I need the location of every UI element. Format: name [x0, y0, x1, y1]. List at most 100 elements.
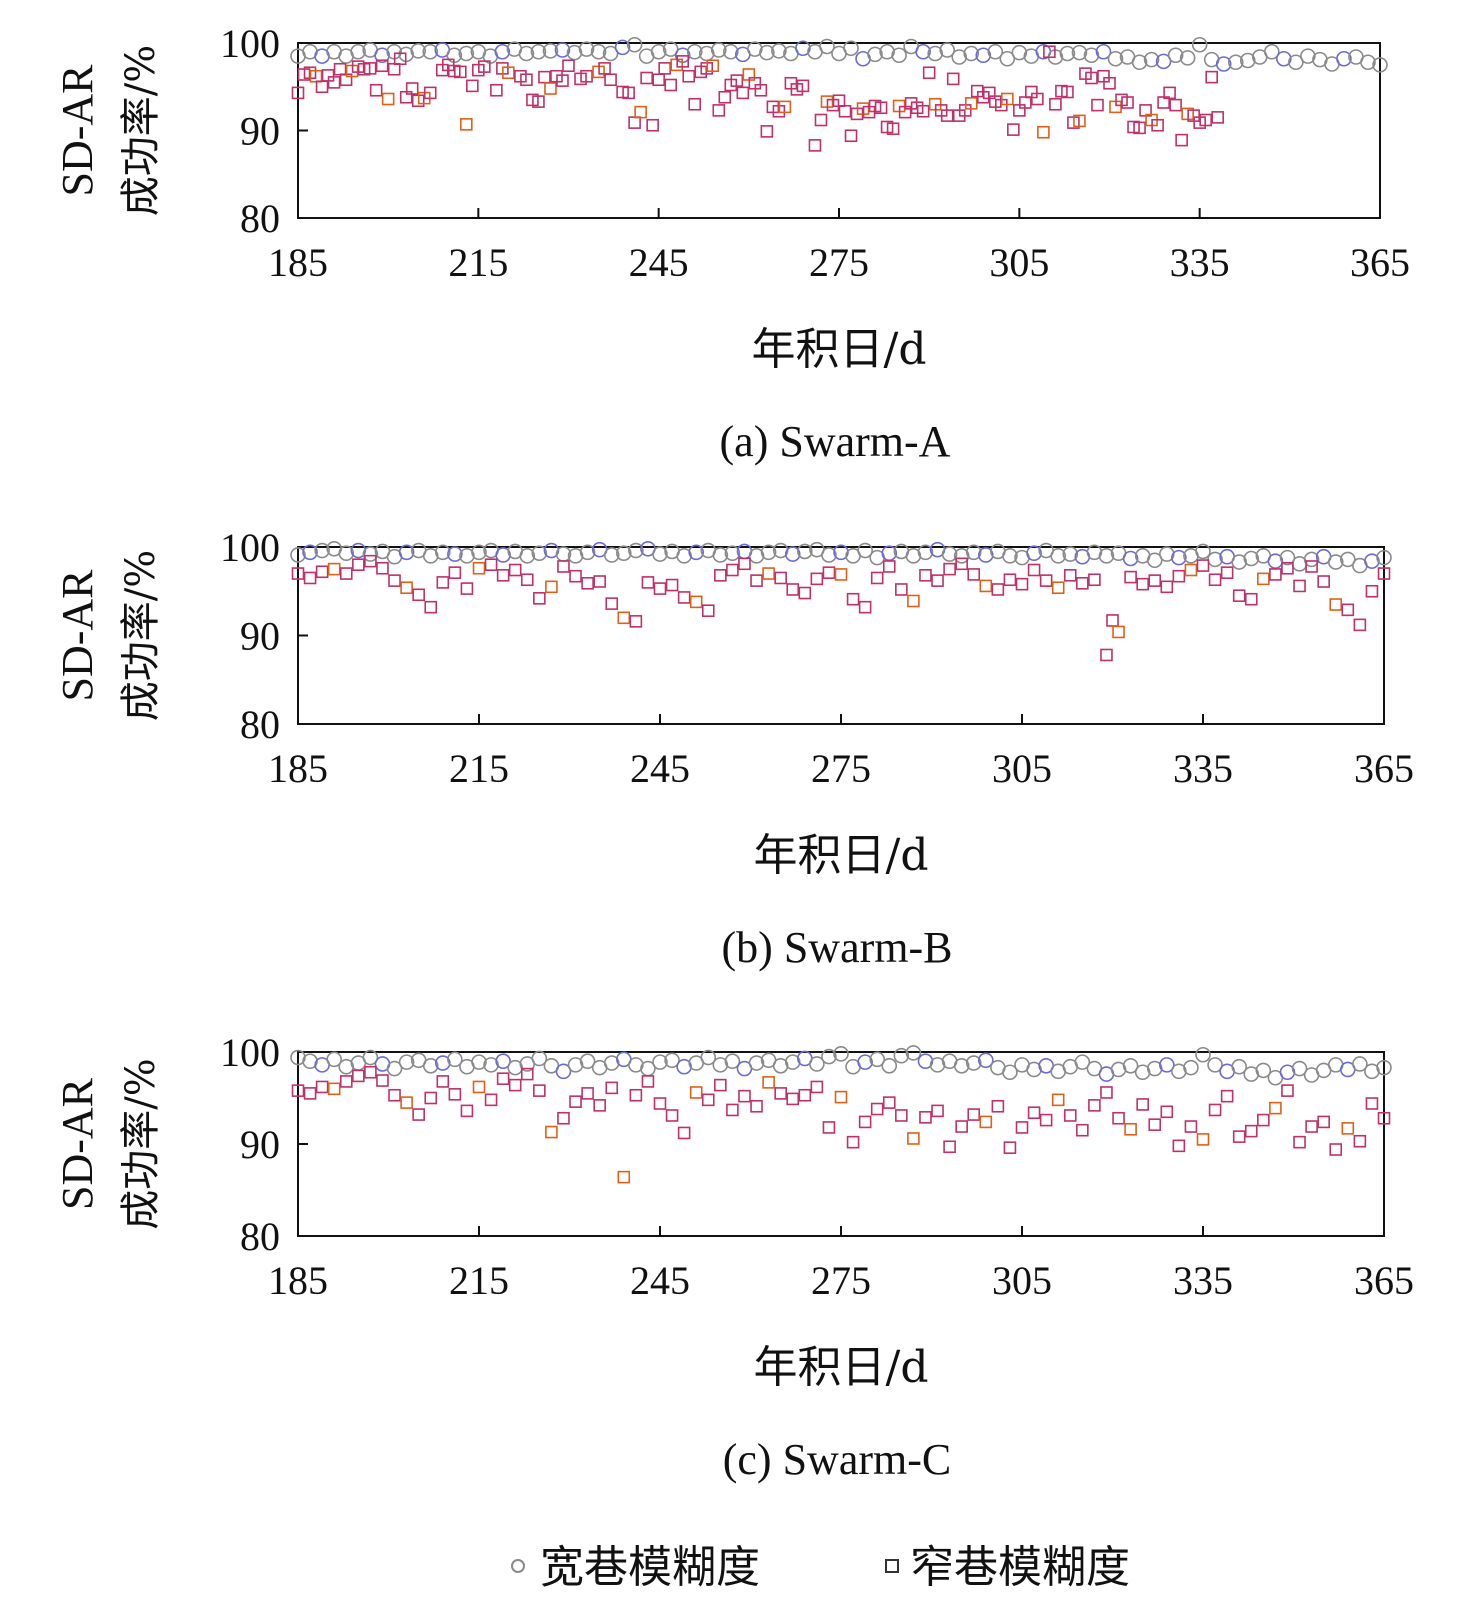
narrow-lane-point: [617, 611, 631, 625]
wide-lane-point: [1074, 1054, 1091, 1070]
wide-lane-point: [1352, 1056, 1368, 1072]
narrow-lane-point: [798, 1088, 812, 1102]
narrow-lane-point: [1208, 1103, 1222, 1117]
series-narrow-lane: [291, 1065, 1391, 1184]
wide-lane-point: [1122, 1058, 1139, 1074]
wide-lane-point: [664, 1052, 680, 1069]
narrow-lane-point: [622, 86, 635, 100]
wide-lane-point: [338, 545, 355, 561]
narrow-lane-point: [423, 86, 437, 100]
wide-lane-point: [722, 43, 739, 60]
y-axis-label-line2: 成功率/%: [118, 550, 164, 721]
narrow-lane-point: [1184, 1120, 1198, 1133]
narrow-lane-point: [388, 574, 401, 587]
narrow-lane-point: [581, 576, 594, 590]
narrow-lane-point: [706, 59, 720, 73]
narrow-lane-point: [400, 1096, 413, 1109]
narrow-lane-point: [387, 62, 401, 76]
narrow-lane-point: [1112, 1111, 1125, 1125]
narrow-lane-point: [940, 109, 954, 122]
narrow-lane-point: [303, 571, 317, 585]
wide-lane-point: [434, 544, 451, 561]
y-axis-label-line1: SD-AR: [53, 1077, 102, 1210]
narrow-lane-point: [1365, 584, 1379, 598]
x-axis-label: 年积日/d: [754, 1342, 929, 1393]
panel-caption: (c) Swarm-C: [723, 1435, 952, 1484]
narrow-lane-point: [1232, 1130, 1246, 1143]
narrow-lane-point: [1377, 567, 1391, 580]
narrow-lane-point: [1106, 614, 1119, 627]
narrow-lane-point: [460, 1104, 474, 1118]
narrow-lane-point: [1049, 97, 1062, 111]
narrow-lane-point: [436, 576, 450, 589]
narrow-lane-point: [1341, 1122, 1355, 1135]
wide-lane-point: [915, 43, 931, 60]
wide-lane-point: [410, 43, 427, 59]
narrow-lane-point: [1244, 592, 1258, 606]
narrow-lane-point: [593, 1099, 606, 1112]
y-axis-label-line1: SD-AR: [53, 569, 102, 702]
narrow-lane-point: [569, 569, 582, 583]
narrow-lane-point: [1027, 1106, 1041, 1120]
wide-lane-point: [662, 41, 679, 57]
x-tick-label: 335: [1170, 240, 1230, 285]
panels: 185 215 245 275 305 335 365 80 90 100 SD-AR 成功率/% 年积…: [53, 21, 1414, 1484]
legend-label-wide: 宽巷模糊度: [540, 1542, 760, 1593]
x-tick-label: 185: [268, 1258, 328, 1303]
narrow-lane-point: [1091, 98, 1104, 112]
wide-lane-point: [628, 542, 644, 559]
x-axis-label: 年积日/d: [752, 324, 927, 375]
wide-lane-point: [459, 548, 475, 564]
narrow-lane-point: [665, 1109, 679, 1122]
narrow-lane-point: [822, 1121, 836, 1134]
narrow-lane-point: [652, 73, 665, 87]
narrow-lane-point: [545, 1125, 558, 1139]
narrow-lane-point: [532, 95, 545, 108]
narrow-lane-point: [1136, 577, 1149, 591]
series-narrow-lane: [291, 45, 1224, 152]
series-narrow-lane: [291, 554, 1391, 662]
wide-lane-point: [821, 547, 837, 563]
narrow-lane-point: [1063, 569, 1077, 582]
series-wide-lane: [290, 1045, 1392, 1086]
narrow-lane-point: [605, 1081, 619, 1095]
narrow-lane-point: [460, 118, 473, 131]
narrow-lane-point: [808, 139, 822, 152]
narrow-lane-point: [388, 1088, 401, 1102]
narrow-lane-point: [1088, 573, 1101, 587]
narrow-lane-point: [778, 100, 792, 114]
narrow-lane-point: [1100, 1086, 1113, 1099]
legend: 宽巷模糊度 窄巷模糊度: [511, 1542, 1130, 1593]
narrow-lane-point: [1199, 113, 1212, 127]
narrow-lane-point: [895, 583, 908, 596]
wide-lane-point: [555, 1063, 572, 1080]
narrow-lane-point: [472, 1080, 486, 1094]
narrow-lane-point: [814, 113, 828, 127]
narrow-lane-point: [714, 1078, 727, 1092]
wide-lane-point: [724, 545, 741, 561]
narrow-lane-point: [1293, 579, 1306, 593]
wide-lane-point: [843, 40, 859, 57]
narrow-lane-point: [569, 1095, 582, 1108]
narrow-lane-point: [1100, 648, 1113, 662]
wide-lane-point: [518, 45, 535, 62]
x-tick-label: 185: [268, 746, 328, 791]
narrow-lane-point: [478, 60, 491, 73]
wide-lane-point: [1062, 546, 1079, 562]
narrow-lane-point: [991, 1099, 1005, 1113]
narrow-lane-point: [1184, 563, 1198, 577]
wide-lane-point: [1303, 551, 1320, 568]
narrow-lane-point: [870, 1102, 884, 1116]
wide-lane-point: [447, 546, 463, 562]
narrow-lane-point: [858, 1115, 872, 1129]
narrow-lane-point: [979, 1115, 993, 1129]
wide-lane-point: [772, 542, 789, 559]
narrow-lane-point: [484, 558, 498, 572]
narrow-lane-point: [1073, 114, 1086, 128]
wide-lane-point: [422, 1058, 439, 1074]
narrow-lane-point: [364, 554, 377, 568]
wide-lane-point: [1011, 44, 1028, 61]
narrow-lane-point: [303, 1087, 317, 1100]
narrow-lane-point: [339, 1075, 353, 1088]
narrow-lane-point: [1281, 1084, 1294, 1097]
